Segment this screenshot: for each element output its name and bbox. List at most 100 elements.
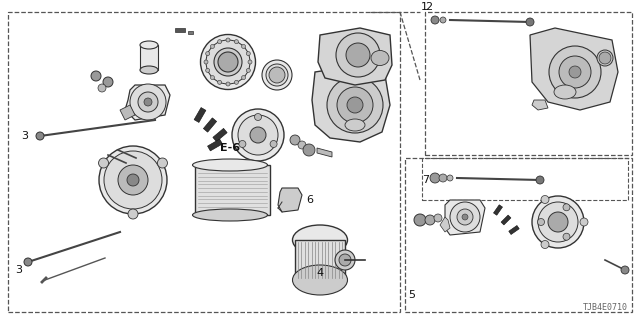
Circle shape <box>241 76 246 80</box>
Circle shape <box>290 135 300 145</box>
Circle shape <box>103 77 113 87</box>
Circle shape <box>563 204 570 211</box>
Circle shape <box>430 173 440 183</box>
Circle shape <box>431 16 439 24</box>
Circle shape <box>541 196 549 204</box>
Circle shape <box>36 132 44 140</box>
Ellipse shape <box>335 250 355 270</box>
Circle shape <box>226 38 230 42</box>
Circle shape <box>414 214 426 226</box>
Circle shape <box>205 68 210 72</box>
Circle shape <box>599 52 611 64</box>
Text: 3: 3 <box>15 265 22 275</box>
Circle shape <box>250 127 266 143</box>
Circle shape <box>205 52 210 56</box>
Circle shape <box>98 84 106 92</box>
Polygon shape <box>501 215 511 225</box>
Ellipse shape <box>214 48 242 76</box>
Ellipse shape <box>597 50 613 66</box>
Text: E-6: E-6 <box>220 143 240 153</box>
Circle shape <box>91 71 101 81</box>
Ellipse shape <box>232 109 284 161</box>
Circle shape <box>211 44 214 48</box>
Circle shape <box>218 40 221 44</box>
Polygon shape <box>204 118 217 132</box>
Polygon shape <box>312 65 390 142</box>
Circle shape <box>434 214 442 222</box>
Circle shape <box>457 209 473 225</box>
Circle shape <box>536 176 544 184</box>
Ellipse shape <box>371 51 389 66</box>
Polygon shape <box>188 31 193 34</box>
Circle shape <box>270 140 277 148</box>
Circle shape <box>204 60 208 64</box>
Polygon shape <box>207 139 223 151</box>
Polygon shape <box>440 217 450 232</box>
Circle shape <box>127 174 139 186</box>
Circle shape <box>526 18 534 26</box>
Circle shape <box>548 212 568 232</box>
Polygon shape <box>445 200 485 235</box>
Text: TJB4E0710: TJB4E0710 <box>583 303 628 312</box>
Polygon shape <box>318 28 392 85</box>
Polygon shape <box>278 188 302 212</box>
Ellipse shape <box>345 119 365 131</box>
Circle shape <box>439 174 447 182</box>
Polygon shape <box>530 28 618 110</box>
Text: 7: 7 <box>422 175 429 185</box>
Polygon shape <box>194 108 206 123</box>
Circle shape <box>569 66 581 78</box>
Circle shape <box>269 67 285 83</box>
Text: 3: 3 <box>21 131 28 141</box>
Circle shape <box>246 68 250 72</box>
Circle shape <box>347 97 363 113</box>
Circle shape <box>248 60 252 64</box>
Ellipse shape <box>266 64 288 86</box>
Circle shape <box>339 254 351 266</box>
Circle shape <box>541 241 549 249</box>
Ellipse shape <box>292 225 348 255</box>
Circle shape <box>157 158 168 168</box>
Polygon shape <box>213 128 227 142</box>
Circle shape <box>255 114 262 121</box>
Circle shape <box>241 44 246 48</box>
Circle shape <box>24 258 32 266</box>
Circle shape <box>298 141 306 149</box>
Ellipse shape <box>99 146 167 214</box>
Circle shape <box>138 92 158 112</box>
Polygon shape <box>532 100 548 110</box>
Polygon shape <box>140 45 158 70</box>
Circle shape <box>580 218 588 226</box>
Circle shape <box>128 209 138 219</box>
Circle shape <box>549 46 601 98</box>
Circle shape <box>346 43 370 67</box>
Circle shape <box>118 165 148 195</box>
Ellipse shape <box>193 159 268 171</box>
Circle shape <box>218 80 221 84</box>
Ellipse shape <box>140 66 158 74</box>
Text: 2: 2 <box>425 2 432 12</box>
Ellipse shape <box>262 60 292 90</box>
Text: 6: 6 <box>306 195 313 205</box>
Circle shape <box>144 98 152 106</box>
Circle shape <box>425 215 435 225</box>
Polygon shape <box>195 165 270 215</box>
Circle shape <box>462 214 468 220</box>
Polygon shape <box>125 85 170 120</box>
Circle shape <box>99 158 109 168</box>
Ellipse shape <box>140 41 158 49</box>
Ellipse shape <box>554 85 576 99</box>
Ellipse shape <box>200 35 255 90</box>
Circle shape <box>563 233 570 240</box>
Circle shape <box>226 82 230 86</box>
Ellipse shape <box>538 202 578 242</box>
Polygon shape <box>509 226 519 235</box>
Circle shape <box>234 40 239 44</box>
Circle shape <box>538 219 545 226</box>
Ellipse shape <box>193 209 268 221</box>
Ellipse shape <box>206 40 250 84</box>
Ellipse shape <box>292 265 348 295</box>
Text: 1: 1 <box>421 2 428 12</box>
Circle shape <box>559 56 591 88</box>
Circle shape <box>450 202 480 232</box>
